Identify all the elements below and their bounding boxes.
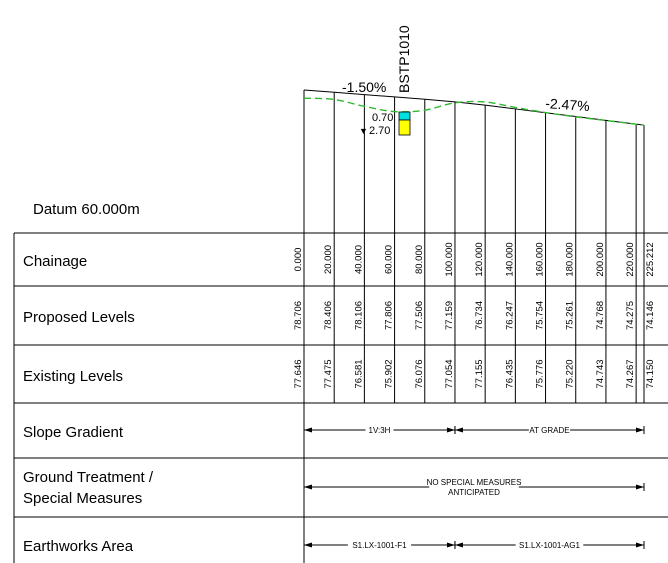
span-label-line: 1V:3H [369,426,391,435]
row-label-slope-gradient: Slope Gradient [23,424,124,441]
table-cells: 0.000 78.706 77.646 20.000 78.406 77.475 40.00… [293,233,656,403]
proposed-level-cell: 74.275 [625,301,636,330]
row-label-existing-levels: Existing Levels [23,368,123,385]
arrowhead-icon [304,542,312,548]
chainage-cell: 40.000 [353,245,364,274]
existing-level-cell: 76.435 [504,359,515,388]
arrowhead-icon [304,484,312,490]
proposed-level-cell: 75.261 [565,301,576,330]
existing-level-cell: 77.475 [323,359,334,388]
chainage-cell: 180.000 [565,242,576,276]
proposed-level-cell: 77.159 [444,301,455,330]
chainage-cell: 20.000 [323,245,334,274]
borehole-top-fill [398,111,411,121]
chainage-cell: 160.000 [535,242,546,276]
existing-ground-line [303,97,645,126]
existing-level-cell: 74.267 [625,359,636,388]
row-label-line: Special Measures [23,490,142,507]
span-label-line: AT GRADE [529,426,569,435]
arrowhead-icon [446,427,455,433]
borehole-symbol [398,111,411,136]
borehole-id-label: BSTP1010 [396,25,412,93]
proposed-level-cell: 77.806 [384,301,395,330]
chainage-cell: 225.212 [645,242,656,276]
existing-level-cell: 77.155 [474,359,485,388]
existing-level-cell: 77.646 [293,359,304,388]
data-table: Chainage Proposed Levels Existing Levels… [13,232,668,563]
ground-treatment-label: NO SPECIAL MEASURES ANTICIPATED [427,478,522,497]
existing-level-cell: 74.743 [595,359,606,388]
proposed-level-cell: 74.768 [595,301,606,330]
gradient-right-label: -2.47% [545,95,590,114]
slope-gradient-label: AT GRADE [529,426,569,435]
datum-label: Datum 60.000m [33,201,140,218]
existing-level-cell: 75.776 [535,359,546,388]
borehole-water-depth-label: 2.70 [369,125,390,137]
existing-level-cell: 76.076 [414,359,425,388]
existing-level-cell: 77.054 [444,359,455,388]
existing-level-cell: 76.581 [353,359,364,388]
chainage-cell: 220.000 [625,242,636,276]
profile-area: -1.50% -2.47% BSTP1010 0.70 ▼ 2.70 [303,25,645,233]
station-lines [303,90,645,233]
proposed-level-cell: 77.506 [414,301,425,330]
proposed-level-cell: 76.247 [504,301,515,330]
chainage-cell: 0.000 [293,248,304,272]
arrowhead-icon [636,427,644,433]
proposed-level-cell: 78.406 [323,301,334,330]
earthworks-area-label: S1.LX-1001-F1 [352,541,407,550]
chainage-cell: 80.000 [414,245,425,274]
arrowhead-icon [454,427,463,433]
proposed-level-cell: 74.146 [645,301,656,330]
water-level-icon: ▼ [359,126,368,136]
span-label-line: S1.LX-1001-AG1 [519,541,580,550]
chainage-cell: 100.000 [444,242,455,276]
existing-level-cell: 75.220 [565,359,576,388]
span-label-line: ANTICIPATED [448,488,500,497]
arrowhead-icon [636,542,644,548]
arrowhead-icon [636,484,644,490]
proposed-level-cell: 76.734 [474,301,485,330]
row-label-ground-treatment: Ground Treatment / Special Measures [23,469,154,507]
row-label-chainage: Chainage [23,253,87,270]
proposed-level-cell: 75.754 [535,301,546,330]
chainage-cell: 200.000 [595,242,606,276]
arrowhead-icon [304,427,312,433]
row-label-line: Ground Treatment / [23,469,154,486]
chainage-cell: 120.000 [474,242,485,276]
existing-level-cell: 74.150 [645,359,656,388]
chainage-cell: 60.000 [384,245,395,274]
borehole-body-fill [398,119,411,136]
gradient-left-label: -1.50% [342,79,386,95]
chainage-cell: 140.000 [504,242,515,276]
table-spans: 1V:3H AT GRADE NO SPECIAL MEASURES ANTICIPA… [303,426,645,550]
borehole-top-depth-label: 0.70 [372,112,393,124]
row-label-earthworks-area: Earthworks Area [23,538,134,555]
proposed-level-line [303,89,645,126]
slope-gradient-label: 1V:3H [369,426,391,435]
span-label-line: S1.LX-1001-F1 [352,541,407,550]
span-label-line: NO SPECIAL MEASURES [427,478,522,487]
arrowhead-icon [446,542,455,548]
proposed-level-cell: 78.106 [353,301,364,330]
earthworks-area-label: S1.LX-1001-AG1 [519,541,580,550]
arrowhead-icon [454,542,463,548]
proposed-level-cell: 78.706 [293,301,304,330]
existing-level-cell: 75.902 [384,359,395,388]
row-label-proposed-levels: Proposed Levels [23,309,135,326]
